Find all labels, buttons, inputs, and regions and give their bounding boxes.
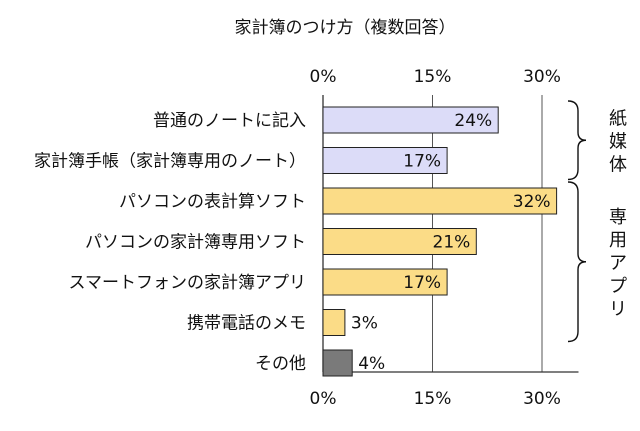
category-label: パソコンの家計簿専用ソフト <box>85 233 306 253</box>
category-label: スマートフォンの家計簿アプリ <box>69 273 307 293</box>
group-label: 紙媒体 <box>609 108 627 175</box>
x-tick-label-bottom: 30% <box>523 389 561 409</box>
category-label: パソコンの表計算ソフト <box>119 192 306 212</box>
category-label: 携帯電話のメモ <box>187 314 306 334</box>
bar <box>322 349 353 377</box>
bar <box>322 187 558 215</box>
data-label: 24% <box>454 111 492 131</box>
x-tick-label-top: 0% <box>310 67 337 87</box>
category-label: 家計簿手帳（家計簿専用のノート） <box>34 152 306 172</box>
data-label: 4% <box>358 354 385 374</box>
x-tick-label-bottom: 15% <box>414 389 452 409</box>
group-label: 専用アプリ <box>609 207 627 320</box>
chart-title: 家計簿のつけ方（複数回答） <box>235 18 456 38</box>
data-label: 32% <box>513 192 551 212</box>
x-tick-label-top: 15% <box>414 67 452 87</box>
bar <box>322 228 477 255</box>
data-label: 21% <box>433 233 471 253</box>
bar <box>322 106 499 134</box>
category-label: その他 <box>255 354 306 374</box>
x-tick-label-bottom: 0% <box>310 389 337 409</box>
group-brace <box>567 100 587 181</box>
group-brace <box>567 181 587 343</box>
category-label: 普通のノートに記入 <box>153 111 306 131</box>
data-label: 3% <box>351 314 378 334</box>
x-tick-label-top: 30% <box>523 67 561 87</box>
bar <box>322 147 448 174</box>
bar <box>322 309 346 336</box>
bar <box>322 268 448 296</box>
data-label: 17% <box>403 273 441 293</box>
data-label: 17% <box>403 152 441 172</box>
